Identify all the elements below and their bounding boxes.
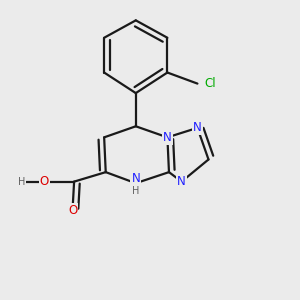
Text: N: N: [163, 131, 172, 144]
Text: N: N: [177, 175, 186, 188]
Text: O: O: [40, 175, 49, 188]
Text: H: H: [18, 177, 26, 187]
Text: O: O: [68, 204, 77, 217]
Text: N: N: [193, 122, 202, 134]
Text: H: H: [132, 186, 140, 196]
Text: N: N: [131, 172, 140, 185]
Text: Cl: Cl: [204, 77, 216, 90]
